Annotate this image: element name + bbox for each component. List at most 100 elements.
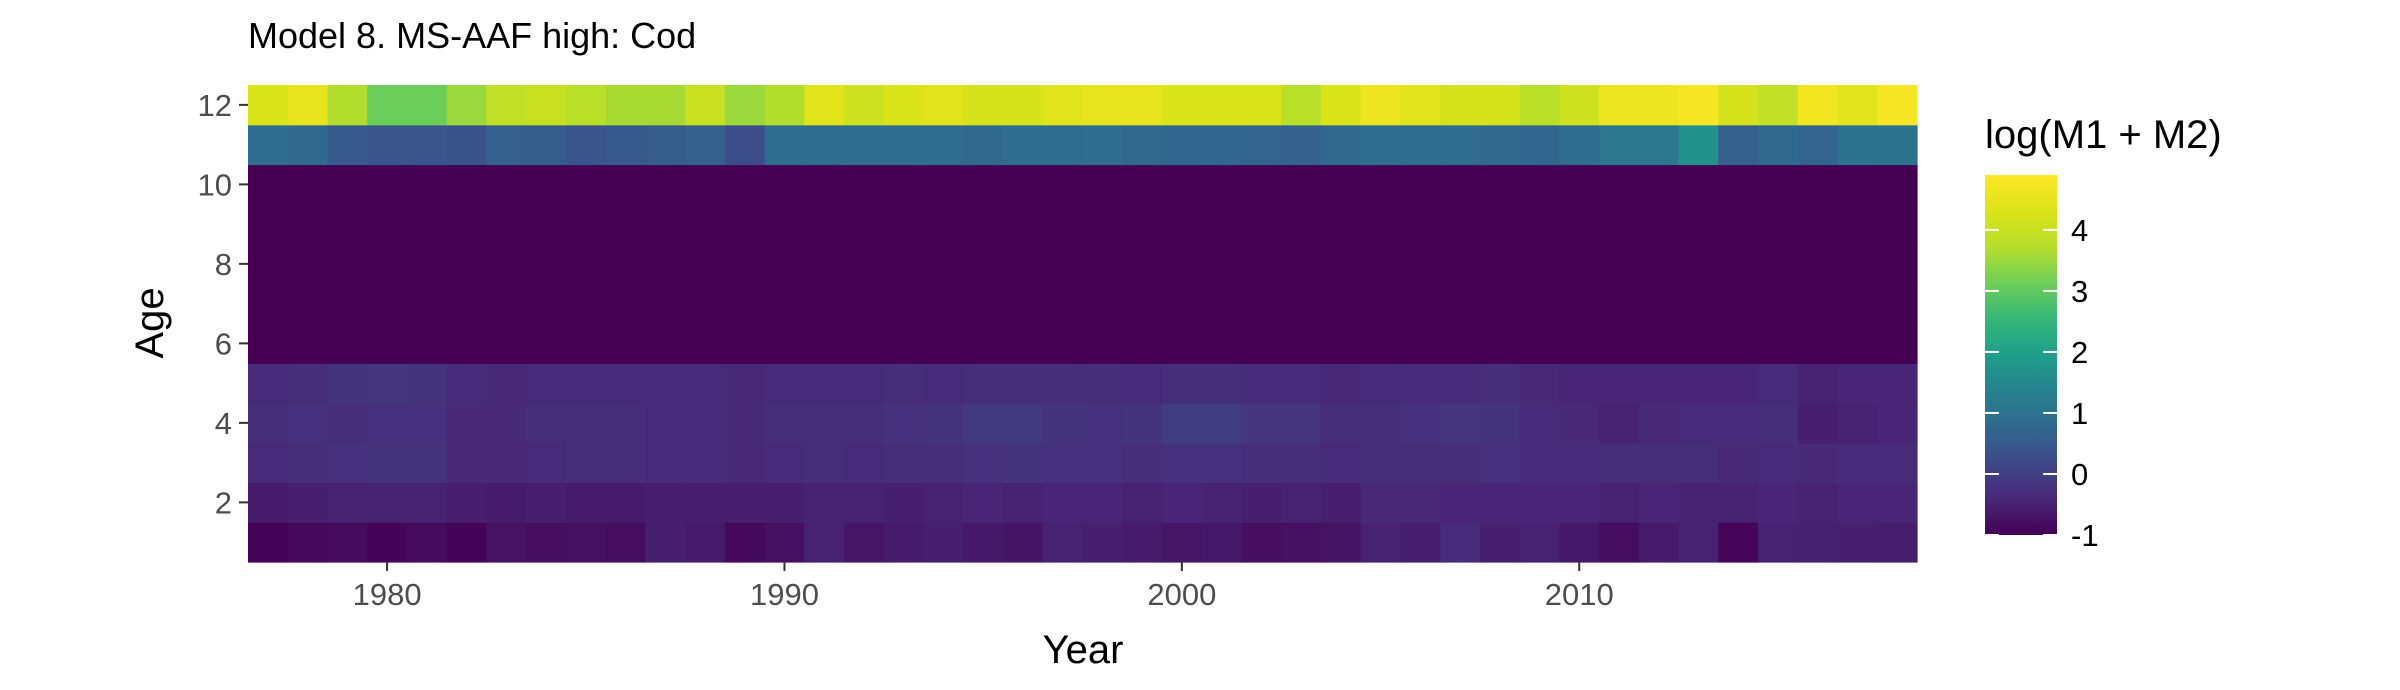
heatmap-cell bbox=[1797, 244, 1839, 285]
heatmap-cell bbox=[367, 124, 408, 166]
heatmap-cell bbox=[1519, 124, 1560, 166]
heatmap-cell bbox=[1559, 85, 1600, 126]
heatmap-cell bbox=[1678, 244, 1719, 285]
heatmap-cell bbox=[1758, 323, 1799, 364]
heatmap-cell bbox=[1320, 124, 1362, 166]
heatmap-cell bbox=[1718, 522, 1759, 563]
heatmap-cell bbox=[645, 442, 686, 484]
heatmap-cell bbox=[248, 403, 289, 444]
heatmap-cell bbox=[1440, 124, 1481, 166]
heatmap-cell bbox=[1082, 164, 1123, 205]
heatmap-cell bbox=[645, 164, 686, 205]
heatmap-cell bbox=[287, 442, 329, 484]
heatmap-cell bbox=[565, 522, 607, 563]
heatmap-cell bbox=[1281, 363, 1322, 404]
heatmap-cell bbox=[1479, 124, 1521, 166]
heatmap-cell bbox=[605, 522, 646, 563]
heatmap-cell bbox=[1797, 85, 1839, 126]
heatmap-cell bbox=[406, 323, 448, 364]
heatmap-cell bbox=[883, 442, 925, 484]
heatmap-cell bbox=[685, 164, 726, 205]
heatmap-cell bbox=[406, 124, 448, 166]
heatmap-cell bbox=[287, 363, 329, 404]
heatmap-cell bbox=[1877, 482, 1918, 523]
heatmap-cell bbox=[1797, 323, 1839, 364]
heatmap-cell bbox=[1837, 442, 1878, 484]
heatmap-cell bbox=[1797, 204, 1839, 245]
heatmap-cell bbox=[486, 403, 527, 444]
heatmap-cell bbox=[1599, 403, 1640, 444]
heatmap-cell bbox=[1042, 363, 1084, 404]
heatmap-cell bbox=[645, 85, 686, 126]
heatmap-cell bbox=[1599, 442, 1640, 484]
heatmap-cell bbox=[327, 204, 368, 245]
heatmap-cell bbox=[327, 85, 368, 126]
heatmap-cell bbox=[1599, 164, 1640, 205]
heatmap-cell bbox=[565, 283, 607, 325]
heatmap-cell bbox=[1440, 363, 1481, 404]
heatmap-cell bbox=[367, 164, 408, 205]
heatmap-cell bbox=[248, 283, 289, 325]
heatmap-cell bbox=[1837, 124, 1878, 166]
heatmap-cell bbox=[1082, 442, 1123, 484]
heatmap-cell bbox=[1400, 482, 1441, 523]
heatmap-cell bbox=[1122, 522, 1163, 563]
heatmap-cell bbox=[923, 283, 964, 325]
heatmap-cell bbox=[486, 442, 527, 484]
heatmap-cell bbox=[1042, 482, 1084, 523]
heatmap-cell bbox=[1201, 442, 1243, 484]
heatmap-cell bbox=[1122, 204, 1163, 245]
chart-title: Model 8. MS-AAF high: Cod bbox=[248, 15, 696, 56]
heatmap-cell bbox=[1758, 482, 1799, 523]
heatmap-cell bbox=[1599, 204, 1640, 245]
heatmap-cell bbox=[446, 85, 488, 126]
heatmap-cell bbox=[963, 403, 1004, 444]
heatmap-cell bbox=[1003, 204, 1044, 245]
heatmap-cell bbox=[1758, 124, 1799, 166]
heatmap-cell bbox=[804, 403, 845, 444]
heatmap-cell bbox=[1440, 403, 1481, 444]
heatmap-cell bbox=[1718, 482, 1759, 523]
heatmap-cell bbox=[327, 363, 368, 404]
heatmap-cell bbox=[963, 164, 1004, 205]
heatmap-cell bbox=[1122, 403, 1163, 444]
heatmap-cell bbox=[1559, 482, 1600, 523]
heatmap-cell bbox=[327, 323, 368, 364]
heatmap-cell bbox=[605, 403, 646, 444]
heatmap-cell bbox=[804, 124, 845, 166]
heatmap-cell bbox=[367, 244, 408, 285]
heatmap-cell bbox=[685, 363, 726, 404]
heatmap-cell bbox=[1599, 85, 1640, 126]
heatmap-cell bbox=[1797, 283, 1839, 325]
heatmap-cell bbox=[446, 442, 488, 484]
heatmap-cell bbox=[1638, 283, 1680, 325]
heatmap-cell bbox=[1082, 244, 1123, 285]
heatmap-cell bbox=[287, 85, 329, 126]
heatmap-cell bbox=[883, 522, 925, 563]
heatmap-cell bbox=[1718, 283, 1759, 325]
heatmap-cell bbox=[565, 204, 607, 245]
heatmap-cell bbox=[1122, 442, 1163, 484]
heatmap-cell bbox=[685, 204, 726, 245]
heatmap-cell bbox=[724, 403, 766, 444]
heatmap-cell bbox=[1122, 482, 1163, 523]
heatmap-cell bbox=[1281, 323, 1322, 364]
heatmap-cell bbox=[287, 164, 329, 205]
heatmap-cell bbox=[1281, 442, 1322, 484]
heatmap-cell bbox=[1837, 283, 1878, 325]
heatmap-cell bbox=[526, 85, 567, 126]
heatmap-cell bbox=[1837, 244, 1878, 285]
heatmap-cell bbox=[685, 482, 726, 523]
heatmap-cell bbox=[1201, 244, 1243, 285]
heatmap-cell bbox=[963, 204, 1004, 245]
heatmap-cell bbox=[1360, 522, 1402, 563]
heatmap-cell bbox=[1837, 482, 1878, 523]
heatmap-cell bbox=[764, 283, 805, 325]
heatmap-cell bbox=[1440, 522, 1481, 563]
heatmap-cell bbox=[248, 482, 289, 523]
heatmap-cell bbox=[804, 164, 845, 205]
heatmap-cell bbox=[685, 403, 726, 444]
heatmap-cell bbox=[1122, 164, 1163, 205]
heatmap-cell bbox=[446, 244, 488, 285]
